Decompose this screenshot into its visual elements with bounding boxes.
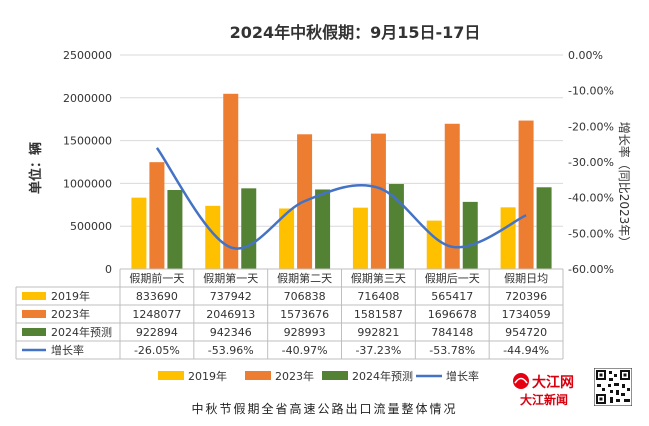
table-cell: 954720 bbox=[505, 326, 547, 339]
y-tick-label: 0 bbox=[105, 263, 112, 276]
bar bbox=[352, 207, 368, 269]
table-cell: 716408 bbox=[357, 290, 399, 303]
logo-text-sub: 大江新闻 bbox=[520, 392, 568, 407]
bar bbox=[444, 123, 460, 269]
y-tick-label: 2500000 bbox=[63, 49, 112, 62]
series-swatch bbox=[22, 310, 46, 318]
category-label: 假期前一天 bbox=[129, 271, 184, 285]
chart-title: 2024年中秋假期：9月15日-17日 bbox=[230, 23, 481, 42]
y-tick-label: 2000000 bbox=[63, 92, 112, 105]
table-cell: 1734059 bbox=[502, 308, 551, 321]
series-label: 增长率 bbox=[51, 343, 84, 357]
table-cell: 2046913 bbox=[206, 308, 255, 321]
legend-label: 2019年 bbox=[188, 369, 227, 383]
table-cell: -26.05% bbox=[134, 344, 180, 357]
y2-tick-label: -60.00% bbox=[568, 263, 614, 276]
site-logo: 大江网 大江新闻 bbox=[510, 368, 590, 408]
bar bbox=[536, 187, 552, 269]
category-label: 假期后一天 bbox=[425, 271, 480, 285]
growth-rate-line bbox=[155, 147, 527, 250]
y2-tick-label: -40.00% bbox=[568, 192, 614, 205]
bar bbox=[370, 133, 386, 269]
table-cell: -53.78% bbox=[429, 344, 475, 357]
y-axis-ticks: 0 500000 1000000 1500000 2000000 2500000 bbox=[63, 49, 112, 276]
table-cell: -53.96% bbox=[208, 344, 254, 357]
bars bbox=[131, 93, 552, 270]
category-label: 假期第二天 bbox=[277, 271, 332, 285]
table-cell: 737942 bbox=[210, 290, 252, 303]
gridlines bbox=[120, 54, 563, 270]
bar bbox=[388, 184, 404, 269]
bar bbox=[315, 189, 331, 269]
series-label: 2024年预测 bbox=[51, 325, 112, 339]
legend-label: 2023年 bbox=[275, 369, 314, 383]
y-tick-label: 1500000 bbox=[63, 135, 112, 148]
category-label: 假期第一天 bbox=[203, 271, 258, 285]
table-cell: 720396 bbox=[505, 290, 547, 303]
bar bbox=[500, 207, 516, 269]
legend-swatch bbox=[245, 371, 271, 380]
bar bbox=[279, 208, 295, 269]
y2-axis-ticks: 0.00% -10.00% -20.00% -30.00% -40.00% -50.00%… bbox=[568, 49, 614, 276]
table-cell: 1581587 bbox=[354, 308, 403, 321]
table-cell: 833690 bbox=[136, 290, 178, 303]
series-label: 2023年 bbox=[51, 307, 90, 321]
table-cell: 1696678 bbox=[428, 308, 477, 321]
table-cell: 706838 bbox=[284, 290, 326, 303]
bar bbox=[205, 205, 221, 269]
series-label: 2019年 bbox=[51, 289, 90, 303]
category-label: 假期第三天 bbox=[351, 271, 406, 285]
y2-tick-label: -20.00% bbox=[568, 120, 614, 133]
table-cell: 565417 bbox=[431, 290, 473, 303]
y-tick-label: 500000 bbox=[70, 220, 112, 233]
legend-swatch bbox=[322, 371, 348, 380]
y2-tick-label: 0.00% bbox=[568, 49, 603, 62]
y-tick-label: 1000000 bbox=[63, 177, 112, 190]
legend-swatch bbox=[158, 371, 184, 380]
chart-caption: 中秋节假期全省高速公路出口流量整体情况 bbox=[191, 402, 458, 416]
bar bbox=[131, 197, 147, 269]
logo-emblem-icon bbox=[513, 373, 529, 389]
legend: 2019年 2023年 2024年预测 增长率 bbox=[158, 369, 479, 383]
data-table: 假期前一天 假期第一天 假期第二天 假期第三天 假期后一天 假期日均 2019年 833690… bbox=[15, 268, 564, 360]
table-cell: -40.97% bbox=[282, 344, 328, 357]
table-cell: -37.23% bbox=[355, 344, 401, 357]
series-swatch bbox=[22, 328, 46, 336]
bar bbox=[241, 188, 257, 269]
bar bbox=[167, 190, 183, 269]
bar bbox=[149, 162, 165, 269]
table-cell: 1248077 bbox=[132, 308, 181, 321]
logo-text-main: 大江网 bbox=[532, 374, 574, 391]
table-cell: 992821 bbox=[357, 326, 399, 339]
table-cell: 942346 bbox=[210, 326, 252, 339]
series-swatch bbox=[22, 292, 46, 300]
y2-tick-label: -30.00% bbox=[568, 156, 614, 169]
bar bbox=[223, 93, 239, 270]
y2-axis-label: 增长率（同比2023年） bbox=[617, 122, 632, 249]
table-cell: 928993 bbox=[284, 326, 326, 339]
bar bbox=[518, 120, 534, 270]
qr-code-icon bbox=[594, 368, 632, 406]
y-axis-label: 单位：辆 bbox=[28, 142, 44, 194]
table-cell: -44.94% bbox=[503, 344, 549, 357]
bar bbox=[462, 201, 478, 269]
category-label: 假期日均 bbox=[504, 271, 548, 285]
legend-label: 2024年预测 bbox=[352, 369, 413, 383]
legend-label: 增长率 bbox=[446, 369, 479, 383]
table-cell: 922894 bbox=[136, 326, 178, 339]
table-cell: 1573676 bbox=[280, 308, 329, 321]
chart: 2024年中秋假期：9月15日-17日 0 500000 1000000 150000… bbox=[15, 23, 632, 383]
y2-tick-label: -50.00% bbox=[568, 227, 614, 240]
bar bbox=[426, 220, 442, 269]
growth-line bbox=[155, 147, 527, 250]
y2-tick-label: -10.00% bbox=[568, 85, 614, 98]
table-cell: 784148 bbox=[431, 326, 473, 339]
